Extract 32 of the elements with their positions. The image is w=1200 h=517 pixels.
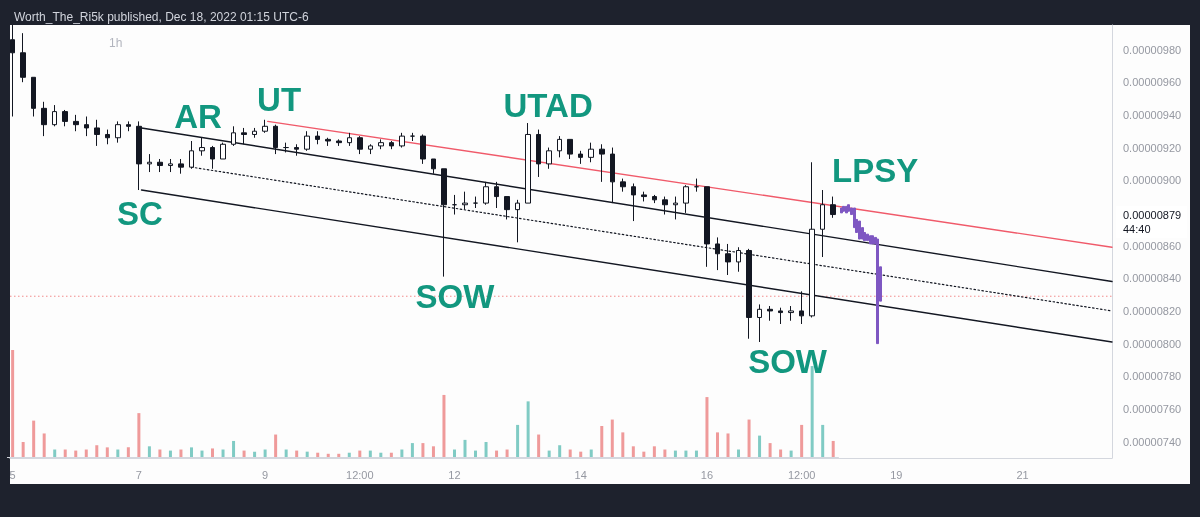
y-tick-label: 0.00000820 xyxy=(1123,304,1182,317)
chart-title: Worth_The_Ri5k published, Dec 18, 2022 01:15 UTC-6 xyxy=(14,10,309,24)
x-tick-label: 12:00 xyxy=(346,468,374,481)
y-tick-label: 0.00000760 xyxy=(1123,402,1182,415)
x-tick-label: 21 xyxy=(1016,468,1029,481)
y-tick-label: 0.00000800 xyxy=(1123,337,1182,350)
y-tick-label: 0.00000940 xyxy=(1123,108,1182,121)
annotation: LPSY xyxy=(832,151,919,189)
y-tick-label: 0.00000980 xyxy=(1123,43,1182,56)
y-tick-label: 0.00000740 xyxy=(1123,435,1182,448)
y-tick-label: 0.00000900 xyxy=(1123,174,1182,187)
annotation: AR xyxy=(174,98,222,136)
x-tick-label: 12:00 xyxy=(787,468,816,481)
annotation: SOW xyxy=(415,278,496,316)
x-tick-label: 14 xyxy=(574,468,587,481)
x-tick-label: 19 xyxy=(890,468,903,481)
text: 0.00000879 44:40 xyxy=(1123,209,1182,235)
x-tick-label: 12 xyxy=(448,468,461,481)
text: 1h xyxy=(109,36,123,50)
x-tick-label: 7 xyxy=(135,468,142,481)
x-tick-label: 9 xyxy=(262,468,269,481)
annotation: UT xyxy=(257,81,302,119)
annotation: UTAD xyxy=(503,86,593,124)
y-tick-label: 0.00000860 xyxy=(1123,239,1182,252)
annotation: SC xyxy=(116,194,163,232)
x-tick-label: 16 xyxy=(700,468,714,481)
x-tick-label: 5 xyxy=(9,468,16,481)
y-tick-label: 0.00000920 xyxy=(1123,141,1182,154)
y-tick-label: 0.00000840 xyxy=(1123,272,1182,285)
annotation: SOW xyxy=(748,343,828,381)
y-tick-label: 0.00000960 xyxy=(1123,76,1182,89)
y-tick-label: 0.00000780 xyxy=(1123,370,1182,383)
